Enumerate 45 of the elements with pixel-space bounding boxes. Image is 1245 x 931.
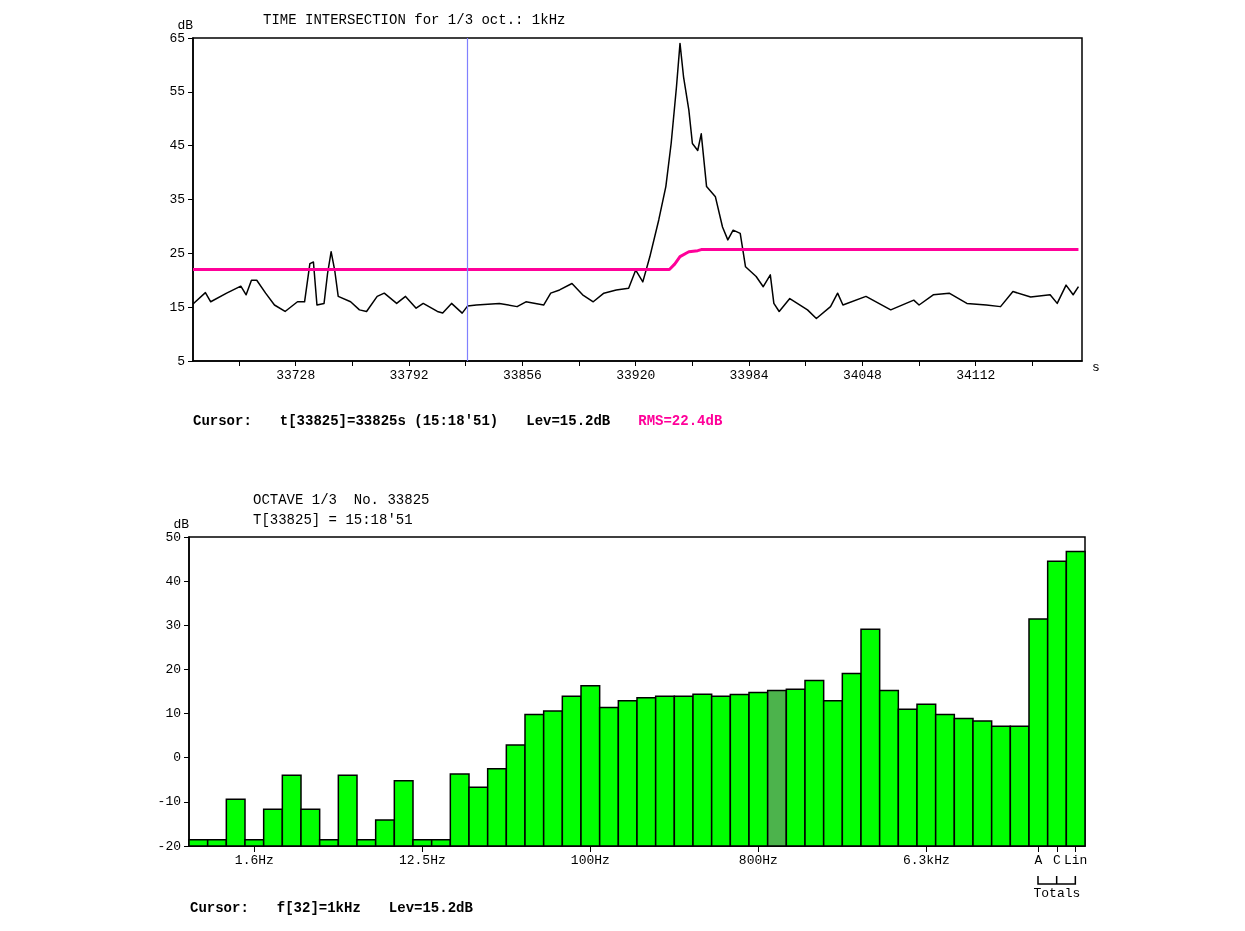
text: f[32]=1kHz bbox=[276, 900, 361, 916]
x-tick-label: 34112 bbox=[956, 368, 996, 383]
y-tick-label: 35 bbox=[169, 192, 185, 207]
y-tick-label: 10 bbox=[165, 706, 181, 722]
x-tick-label: 33984 bbox=[729, 368, 769, 383]
y-tick-label: 40 bbox=[165, 573, 181, 589]
text: RMS=22.4dB bbox=[638, 413, 723, 429]
x-tick-label: 1.6Hz bbox=[234, 853, 274, 868]
annotation: Totals bbox=[1033, 886, 1081, 901]
x-tick-label: 34048 bbox=[842, 368, 882, 383]
x-tick-label: C bbox=[1053, 853, 1062, 868]
y-tick-label: 65 bbox=[169, 30, 185, 46]
y-tick-label: 20 bbox=[165, 661, 181, 677]
y-tick-label: 50 bbox=[165, 529, 181, 545]
y-tick-label: -20 bbox=[157, 838, 181, 854]
x-tick-label: 6.3kHz bbox=[902, 853, 950, 868]
y-tick-label: 0 bbox=[173, 750, 181, 766]
y-tick-label: 25 bbox=[169, 245, 185, 261]
x-tick-label: 33856 bbox=[502, 368, 542, 383]
chart-subtitle: T[33825] = 15:18'51 bbox=[253, 512, 413, 528]
y-tick-label: 15 bbox=[169, 299, 185, 315]
y-axis-title: dB bbox=[177, 17, 194, 33]
text: Cursor: bbox=[193, 413, 252, 429]
y-tick-label: -10 bbox=[157, 794, 181, 810]
y-tick-label: 55 bbox=[169, 84, 185, 100]
x-tick-label: 33792 bbox=[389, 368, 429, 383]
text: Lev=15.2dB bbox=[388, 900, 473, 916]
text: Cursor: bbox=[190, 900, 249, 916]
x-tick-label: A bbox=[1034, 853, 1043, 868]
x-tick-label: 33920 bbox=[616, 368, 656, 383]
y-axis-title: dB bbox=[173, 516, 190, 532]
x-axis-title: s bbox=[1092, 360, 1100, 375]
line-series bbox=[191, 248, 1080, 271]
x-tick-label: 33728 bbox=[276, 368, 316, 383]
chart-title: OCTAVE 1/3 No. 33825 bbox=[253, 492, 430, 508]
text: t[33825]=33825s (15:18'51) bbox=[279, 413, 499, 429]
y-tick-label: 5 bbox=[177, 353, 185, 369]
x-tick-label: 100Hz bbox=[570, 853, 610, 868]
y-tick-label: 30 bbox=[165, 617, 181, 633]
x-tick-label: 12.5Hz bbox=[398, 853, 446, 868]
y-tick-label: 45 bbox=[169, 138, 185, 154]
x-tick-label: Lin bbox=[1063, 853, 1088, 868]
chart-title: TIME INTERSECTION for 1/3 oct.: 1kHz bbox=[263, 12, 566, 28]
x-tick-label: 800Hz bbox=[738, 853, 778, 868]
text: Lev=15.2dB bbox=[526, 413, 611, 429]
